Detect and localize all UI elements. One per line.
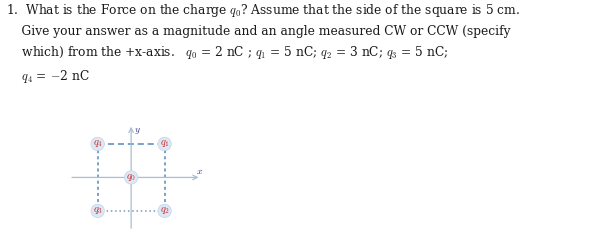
Text: 1.  What is the Force on the charge $q_0$? Assume that the side of the square is: 1. What is the Force on the charge $q_0$… bbox=[6, 2, 520, 85]
Text: $q_1$: $q_1$ bbox=[160, 138, 169, 149]
Circle shape bbox=[91, 137, 104, 151]
Text: $x$: $x$ bbox=[196, 167, 203, 176]
Circle shape bbox=[91, 204, 104, 218]
Text: $y$: $y$ bbox=[134, 125, 140, 136]
Text: $q_0$: $q_0$ bbox=[126, 172, 136, 183]
Text: $q_4$: $q_4$ bbox=[93, 138, 102, 149]
Text: $q_2$: $q_2$ bbox=[160, 205, 169, 216]
Circle shape bbox=[124, 171, 138, 184]
Text: $q_3$: $q_3$ bbox=[93, 205, 102, 216]
Circle shape bbox=[158, 137, 171, 151]
Circle shape bbox=[158, 204, 171, 218]
